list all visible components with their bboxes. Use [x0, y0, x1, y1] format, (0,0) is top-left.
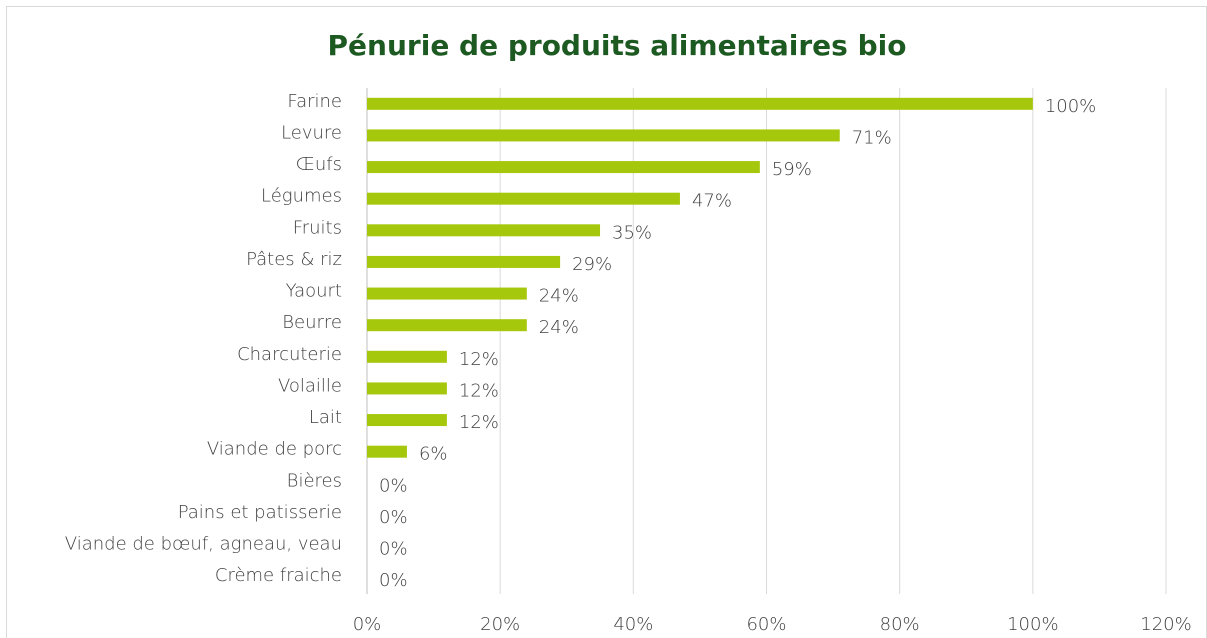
- y-tick-label: Bières: [287, 470, 342, 491]
- bar: [367, 287, 527, 300]
- y-tick-label: Légumes: [261, 186, 342, 207]
- bar: [367, 192, 680, 205]
- y-tick-label: Yaourt: [286, 281, 342, 302]
- y-tick-label: Beurre: [282, 312, 342, 333]
- data-label: 100%: [1045, 96, 1096, 117]
- y-tick-label: Pains et patisserie: [178, 502, 342, 523]
- data-label: 47%: [692, 191, 732, 212]
- bar: [367, 382, 447, 395]
- data-label: 0%: [379, 507, 408, 528]
- data-label: 12%: [459, 380, 499, 401]
- y-tick-label: Fruits: [293, 217, 342, 238]
- chart-border: [6, 6, 1207, 638]
- chart-title: Pénurie de produits alimentaires bio: [328, 29, 907, 62]
- y-tick-label: Œufs: [296, 154, 342, 175]
- y-tick-label: Viande de bœuf, agneau, veau: [65, 534, 342, 555]
- data-label: 35%: [612, 222, 652, 243]
- bar: [367, 129, 840, 142]
- bar: [367, 255, 561, 268]
- x-tick-label: 40%: [613, 614, 653, 635]
- y-tick-label: Farine: [287, 91, 342, 112]
- y-tick-label: Charcuterie: [237, 344, 342, 365]
- x-tick-label: 0%: [353, 614, 382, 635]
- bar: [367, 224, 601, 237]
- x-tick-label: 80%: [880, 614, 920, 635]
- data-label: 12%: [459, 349, 499, 370]
- x-tick-label: 120%: [1140, 614, 1191, 635]
- y-tick-label: Lait: [309, 407, 342, 428]
- data-label: 29%: [572, 254, 612, 275]
- y-tick-label: Viande de porc: [207, 439, 342, 460]
- data-label: 0%: [379, 475, 408, 496]
- data-label: 59%: [772, 159, 812, 180]
- y-tick-label: Levure: [281, 122, 342, 143]
- bar: [367, 414, 447, 427]
- x-tick-label: 100%: [1007, 614, 1058, 635]
- bar: [367, 319, 527, 332]
- data-label: 24%: [539, 317, 579, 338]
- data-label: 0%: [379, 570, 408, 591]
- y-tick-label: Volaille: [278, 375, 342, 396]
- data-label: 6%: [419, 444, 448, 465]
- x-tick-label: 20%: [480, 614, 520, 635]
- y-tick-label: Pâtes & riz: [246, 249, 342, 270]
- bar: [367, 97, 1033, 110]
- data-label: 12%: [459, 412, 499, 433]
- x-tick-label: 60%: [746, 614, 786, 635]
- y-tick-label: Crème fraiche: [215, 565, 342, 586]
- data-label: 0%: [379, 539, 408, 560]
- bar: [367, 161, 760, 174]
- data-label: 24%: [539, 286, 579, 307]
- bar: [367, 445, 407, 458]
- bar: [367, 350, 447, 363]
- data-label: 71%: [852, 127, 892, 148]
